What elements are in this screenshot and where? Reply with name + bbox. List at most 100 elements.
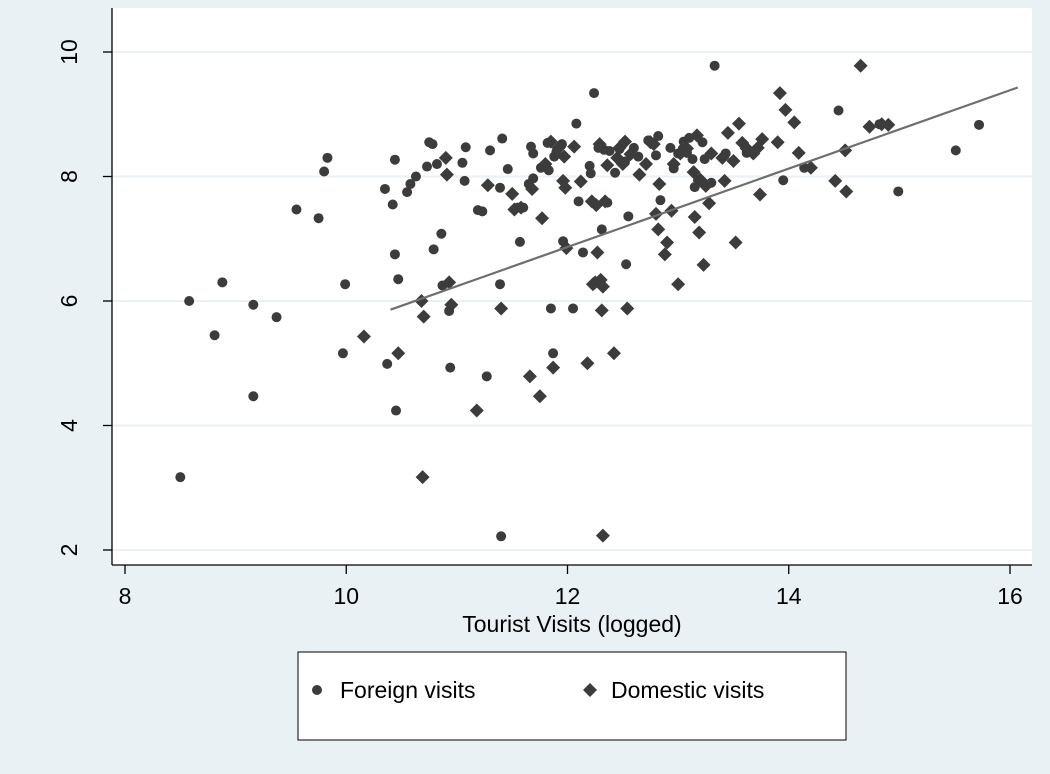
foreign-visit-point xyxy=(340,279,351,290)
foreign-visit-point xyxy=(291,204,302,215)
foreign-visit-point xyxy=(495,182,506,193)
foreign-visit-point xyxy=(459,175,470,186)
domestic-visit-point xyxy=(557,149,572,164)
foreign-visit-point xyxy=(496,531,507,542)
domestic-visit-point xyxy=(702,196,717,211)
x-tick-label: 12 xyxy=(555,583,581,609)
domestic-visit-point xyxy=(686,165,701,180)
domestic-visit-point xyxy=(666,157,681,172)
domestic-visit-point xyxy=(514,200,529,215)
domestic-visit-point xyxy=(651,222,666,237)
foreign-visit-point xyxy=(485,145,496,156)
foreign-visit-point xyxy=(405,178,416,189)
foreign-visit-point xyxy=(389,249,400,260)
domestic-visit-point xyxy=(715,150,730,165)
domestic-visit-point xyxy=(546,360,561,375)
domestic-visit-point xyxy=(391,346,406,361)
foreign-visit-point xyxy=(481,371,492,382)
domestic-visit-point xyxy=(787,115,802,130)
domestic-visit-point xyxy=(538,157,553,172)
foreign-visit-point xyxy=(548,348,559,359)
foreign-visit-point xyxy=(422,161,433,172)
domestic-visit-point xyxy=(770,135,785,150)
foreign-visit-point xyxy=(319,166,330,177)
domestic-visit-point xyxy=(853,58,868,73)
foreign-visit-point xyxy=(313,213,324,224)
y-tick-label: 8 xyxy=(56,170,82,183)
y-tick-label: 4 xyxy=(56,419,82,432)
domestic-visit-point xyxy=(615,157,630,172)
foreign-visit-point xyxy=(389,154,400,165)
domestic-visit-point xyxy=(415,470,430,485)
foreign-visit-point xyxy=(379,183,390,194)
foreign-visit-point xyxy=(477,206,488,217)
domestic-visit-point xyxy=(469,403,484,418)
foreign-visit-point xyxy=(436,228,447,239)
domestic-visit-point xyxy=(755,132,770,147)
domestic-visit-point xyxy=(828,173,843,188)
foreign-visit-point xyxy=(427,139,438,150)
domestic-visit-point xyxy=(639,157,654,172)
foreign-visit-point xyxy=(457,157,468,168)
domestic-visit-point xyxy=(505,186,520,201)
foreign-visit-point xyxy=(687,154,698,165)
foreign-visit-point xyxy=(431,159,442,170)
domestic-visit-point xyxy=(594,303,609,318)
foreign-visit-point xyxy=(610,167,621,178)
domestic-visit-point xyxy=(717,173,732,188)
foreign-visit-point xyxy=(495,279,506,290)
x-axis-title: Tourist Visits (logged) xyxy=(462,611,681,637)
foreign-visit-point xyxy=(402,187,413,198)
foreign-visit-point xyxy=(497,133,508,144)
domestic-visit-point xyxy=(791,145,806,160)
domestic-visit-point xyxy=(671,277,686,292)
foreign-visit-point xyxy=(528,148,539,159)
domestic-visit-point xyxy=(646,137,661,152)
foreign-visit-point xyxy=(387,199,398,210)
y-tick-label: 10 xyxy=(56,39,82,65)
foreign-visit-point xyxy=(653,131,664,142)
foreign-visit-point xyxy=(502,164,513,175)
domestic-visit-point xyxy=(590,245,605,260)
foreign-visit-point xyxy=(974,119,985,130)
foreign-visit-point xyxy=(665,142,676,153)
foreign-visit-point xyxy=(623,211,634,222)
foreign-visit-point xyxy=(428,244,439,255)
foreign-visit-point xyxy=(175,472,186,483)
domestic-visit-point xyxy=(442,275,457,290)
foreign-visit-point xyxy=(589,88,600,99)
fit-line-group xyxy=(390,86,1019,311)
domestic-visit-point xyxy=(532,389,547,404)
domestic-visit-point xyxy=(535,211,550,226)
domestic-visit-point xyxy=(356,329,371,344)
foreign-visit-point xyxy=(322,152,333,163)
foreign-visit-point xyxy=(248,299,259,310)
domestic-visit-point xyxy=(494,301,509,316)
domestic-visit-point xyxy=(618,134,633,149)
domestic-visit-point xyxy=(522,369,537,384)
foreign-visit-point xyxy=(893,186,904,197)
foreign-visit-point xyxy=(209,330,220,341)
domestic-visit-point xyxy=(620,301,635,316)
legend-label-domestic: Domestic visits xyxy=(611,677,764,703)
x-tick-label: 10 xyxy=(333,583,359,609)
domestic-visit-point xyxy=(438,150,453,165)
domestic-visit-point xyxy=(687,209,702,224)
domestic-visit-point xyxy=(874,117,889,132)
axis-ticks: 2 4 6 8 10 8 10 12 14 16 xyxy=(56,39,1023,609)
fit-line xyxy=(390,86,1019,311)
foreign-visit-point xyxy=(950,145,961,156)
domestic-visit-point xyxy=(480,178,495,193)
domestic-visit-point xyxy=(862,119,877,134)
x-tick-label: 8 xyxy=(119,583,132,609)
domestic-visit-point xyxy=(660,235,675,250)
foreign-visit-point xyxy=(184,296,195,306)
domestic-visit-point xyxy=(778,102,793,117)
foreign-visit-point xyxy=(248,391,259,402)
x-tick-label: 14 xyxy=(776,583,802,609)
domestic-visit-point xyxy=(558,180,573,195)
domestic-visit-point xyxy=(839,184,854,199)
foreign-visit-point xyxy=(573,196,584,207)
domestic-visit-point xyxy=(704,146,719,161)
